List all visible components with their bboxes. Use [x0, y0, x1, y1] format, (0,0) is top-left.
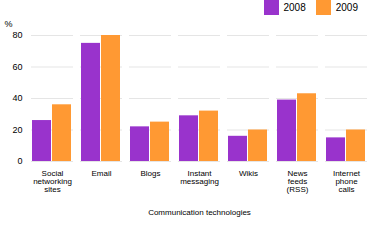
svg-text:20: 20 — [12, 125, 22, 135]
html-text:2009: 2009 — [335, 2, 358, 13]
svg-text:Newsfeeds(RSS): Newsfeeds(RSS) — [287, 169, 309, 194]
svg-text:Communication technologies: Communication technologies — [148, 208, 251, 217]
svg-text:%: % — [5, 19, 13, 29]
svg-text:80: 80 — [12, 30, 22, 40]
svg-text:0: 0 — [17, 156, 22, 166]
svg-text:Wikis: Wikis — [239, 169, 258, 178]
html-text:2008: 2008 — [283, 2, 306, 13]
svg-text:Socialnetworkingsites: Socialnetworkingsites — [33, 169, 72, 194]
svg-text:Instantmessaging: Instantmessaging — [180, 169, 219, 186]
svg-text:40: 40 — [12, 93, 22, 103]
svg-text:Email: Email — [91, 169, 111, 178]
svg-text:Blogs: Blogs — [140, 169, 160, 178]
svg-text:60: 60 — [12, 62, 22, 72]
svg-text:Internetphonecalls: Internetphonecalls — [333, 169, 361, 194]
